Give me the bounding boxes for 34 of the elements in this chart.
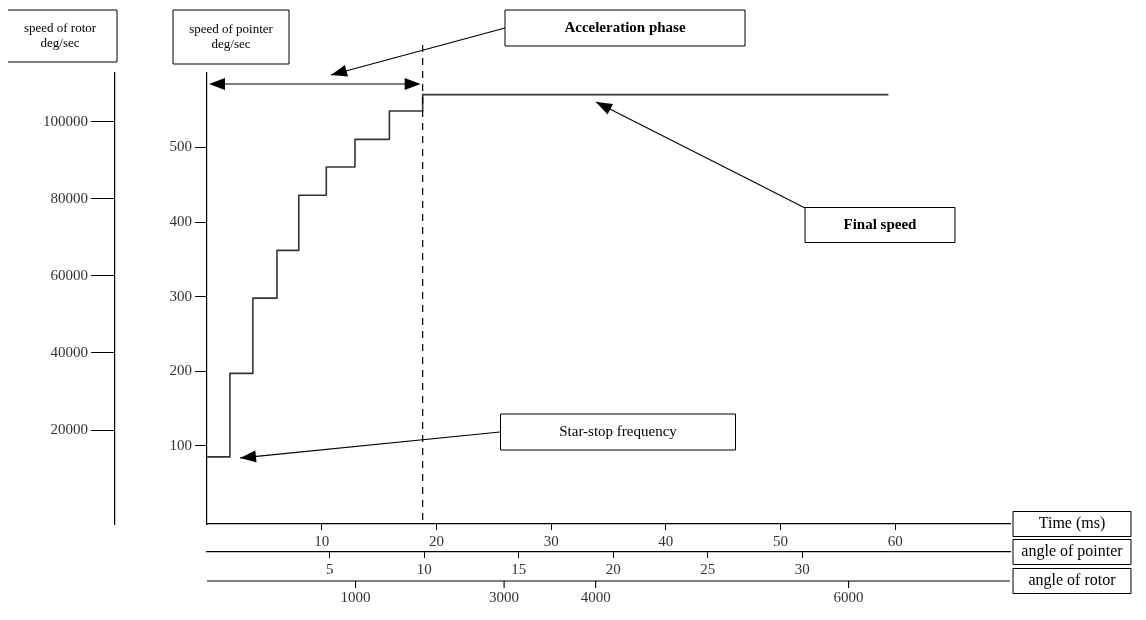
text: 6000 [833,589,864,606]
y2-tick-label: 100000 [43,112,88,129]
annotation: Star-stop frequency [559,422,678,439]
y-tick-label: 500 [169,138,192,155]
x2-tick-label: 20 [605,560,621,577]
y-tick-label: 300 [169,287,192,304]
y-tick-label: 200 [169,362,192,379]
y2-tick-label: 40000 [50,343,88,360]
x-tick-label: 50 [773,532,789,549]
y-axis-title: speed of pointer deg/sec [189,20,274,51]
x-axis-title: Time (ms) [1038,514,1106,533]
y2-axis-title: speed of rotor deg/sec [23,19,97,50]
y-tick-label: 400 [169,213,192,230]
x2-tick-label: 30 [794,560,810,577]
y-tick-label: 100 [169,436,192,453]
annotation: Final speed [843,215,918,232]
x-tick-label: 20 [428,532,444,549]
text: 3000 [489,589,520,606]
x2-axis-title: angle of pointer [1021,542,1124,561]
text: 4000 [580,589,611,606]
y2-tick-label: 20000 [50,420,88,437]
x2-tick-label: 25 [700,560,716,577]
text: Acceleration phase [564,18,686,35]
y2-tick-label: 60000 [50,266,88,283]
x-tick-label: 60 [887,532,903,549]
x2-tick-label: 5 [326,560,334,577]
x2-tick-label: 10 [416,560,432,577]
x-tick-label: 30 [543,532,559,549]
x-tick-label: 10 [314,532,330,549]
text: 1000 [340,589,371,606]
text: angle of rotor [1028,571,1117,590]
x2-tick-label: 15 [511,560,527,577]
x-tick-label: 40 [658,532,674,549]
y2-tick-label: 80000 [50,189,88,206]
